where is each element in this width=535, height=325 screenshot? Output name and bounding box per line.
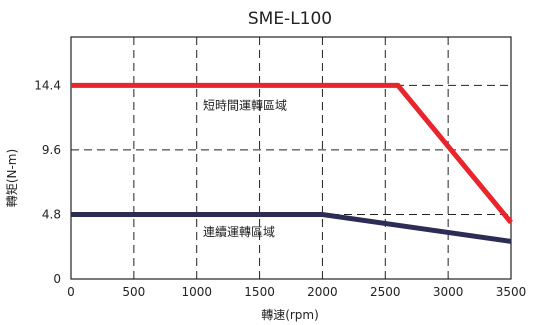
y-tick-label: 4.8 — [42, 207, 61, 221]
y-tick-label: 9.6 — [42, 143, 61, 157]
x-tick-label: 1000 — [181, 285, 212, 299]
short-time-region-line — [71, 82, 513, 225]
x-tick-label: 0 — [67, 285, 75, 299]
x-tick-label: 3000 — [433, 285, 464, 299]
continuous-region-line — [71, 212, 512, 244]
x-tick-label: 1500 — [244, 285, 275, 299]
x-tick-label: 500 — [122, 285, 145, 299]
y-axis-label: 轉矩(N-m) — [5, 149, 19, 207]
x-tick-label: 3500 — [496, 285, 527, 299]
series-lines — [71, 82, 513, 244]
x-tick-label: 2000 — [307, 285, 338, 299]
x-axis-label: 轉速(rpm) — [261, 308, 319, 322]
x-tick-label: 2500 — [370, 285, 401, 299]
grid-lines — [71, 37, 511, 279]
chart-title: SME-L100 — [248, 9, 332, 29]
tick-labels: 0 500 1000 1500 2000 2500 3000 3500 0 4.8 9.6 14.4 — [34, 78, 526, 299]
plot-frame — [70, 36, 512, 280]
y-tick-label: 0 — [53, 272, 61, 286]
short-time-region-label: 短時間運轉區域 — [203, 99, 287, 113]
y-tick-label: 14.4 — [34, 78, 61, 92]
continuous-region-label: 連續運轉區域 — [203, 224, 275, 239]
